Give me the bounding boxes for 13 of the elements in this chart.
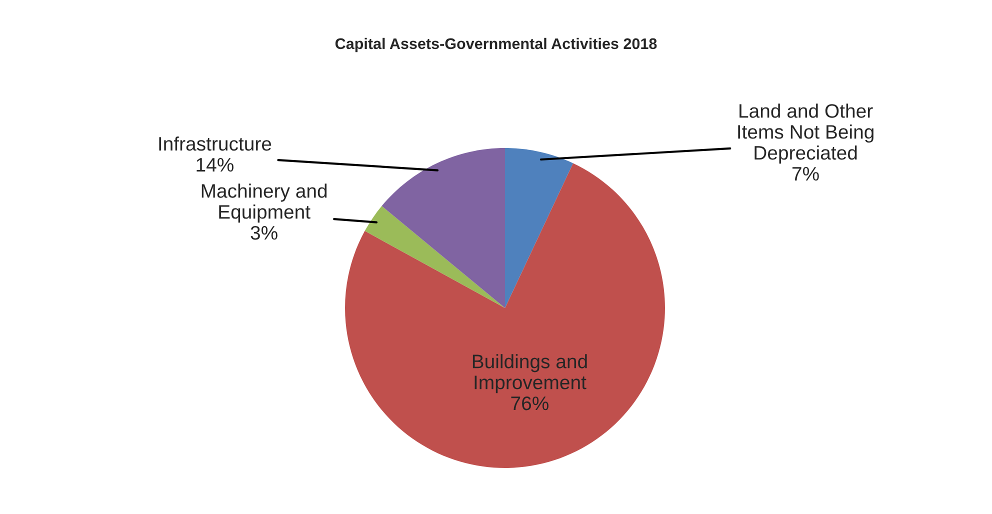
pie-slice [345, 163, 665, 468]
slice-label: Machinery and Equipment [202, 184, 327, 223]
data-label: 7% [792, 167, 819, 181]
pie-slice [382, 148, 505, 308]
slice-label: Land and Other Items Not Being Depreciated [738, 104, 874, 164]
data-label: 3% [250, 226, 278, 240]
pie-slice [505, 148, 574, 308]
chart-title: Capital Assets-Governmental Activities 2018 [335, 38, 657, 52]
data-label: 76% [511, 396, 548, 410]
data-label: 14% [196, 158, 234, 172]
slice-label: Buildings and Improvement [472, 354, 587, 394]
slice-label: Infrastructure [159, 136, 272, 151]
pie-slice [364, 206, 505, 308]
